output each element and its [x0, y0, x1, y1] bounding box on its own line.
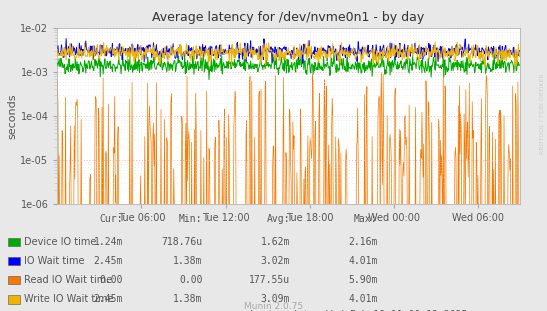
- Text: 718.76u: 718.76u: [161, 237, 202, 247]
- Text: RRDTOOL / TOBI OETIKER: RRDTOOL / TOBI OETIKER: [539, 73, 544, 154]
- Text: Device IO time: Device IO time: [24, 237, 96, 247]
- Text: Last update: Wed Feb 19 11:00:12 2025: Last update: Wed Feb 19 11:00:12 2025: [251, 310, 468, 311]
- Text: Read IO Wait time: Read IO Wait time: [24, 275, 112, 285]
- Text: 2.45m: 2.45m: [94, 295, 123, 304]
- Text: Min:: Min:: [179, 214, 202, 224]
- Text: 4.01m: 4.01m: [348, 295, 377, 304]
- Text: Munin 2.0.75: Munin 2.0.75: [244, 301, 303, 310]
- Text: 0.00: 0.00: [179, 275, 202, 285]
- Text: 1.38m: 1.38m: [173, 295, 202, 304]
- Text: 4.01m: 4.01m: [348, 256, 377, 266]
- Text: Cur:: Cur:: [100, 214, 123, 224]
- Text: Avg:: Avg:: [266, 214, 290, 224]
- Y-axis label: seconds: seconds: [8, 93, 18, 139]
- Text: Max:: Max:: [354, 214, 377, 224]
- Text: 5.90m: 5.90m: [348, 275, 377, 285]
- Title: Average latency for /dev/nvme0n1 - by day: Average latency for /dev/nvme0n1 - by da…: [153, 11, 424, 24]
- Text: 1.62m: 1.62m: [260, 237, 290, 247]
- Text: 3.02m: 3.02m: [260, 256, 290, 266]
- Text: 177.55u: 177.55u: [249, 275, 290, 285]
- Text: 1.24m: 1.24m: [94, 237, 123, 247]
- Text: Write IO Wait time: Write IO Wait time: [24, 295, 113, 304]
- Text: 1.38m: 1.38m: [173, 256, 202, 266]
- Text: 2.45m: 2.45m: [94, 256, 123, 266]
- Text: 2.16m: 2.16m: [348, 237, 377, 247]
- Text: 3.09m: 3.09m: [260, 295, 290, 304]
- Text: IO Wait time: IO Wait time: [24, 256, 84, 266]
- Text: 0.00: 0.00: [100, 275, 123, 285]
